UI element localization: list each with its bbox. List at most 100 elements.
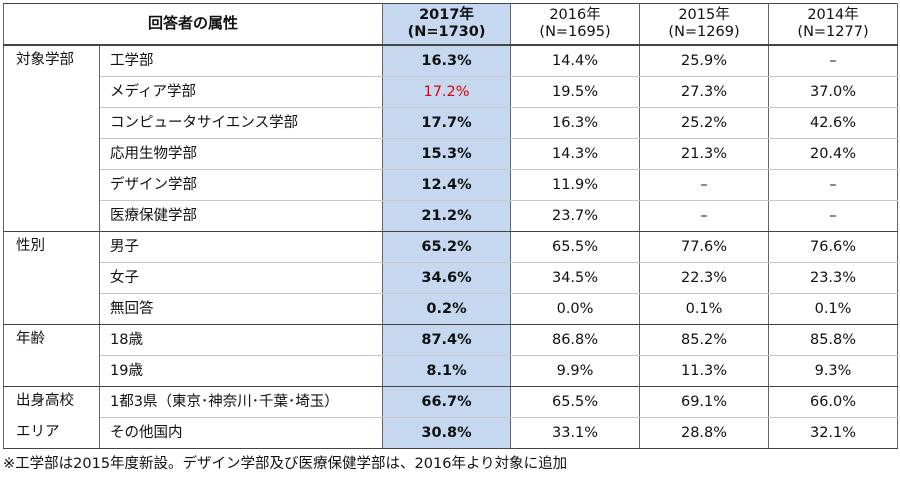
cell-2017: 0.2%	[382, 293, 512, 325]
cell-2017: 21.2%	[382, 200, 512, 232]
group-label-text-line2: エリア	[16, 423, 60, 440]
table-row: 女子 34.6% 34.5% 22.3% 23.3%	[4, 262, 899, 294]
cell-value: 25.9%	[639, 44, 770, 77]
cell-value: –	[768, 200, 899, 232]
row-label: 18歳	[98, 324, 384, 356]
header-year: 2015年	[678, 7, 730, 24]
row-label: コンピュータサイエンス学部	[98, 107, 384, 139]
cell-value: 34.5%	[510, 262, 641, 294]
cell-value: 86.8%	[510, 324, 641, 356]
table-row: デザイン学部 12.4% 11.9% – –	[4, 169, 899, 201]
cell-value: 23.7%	[510, 200, 641, 232]
row-label: 応用生物学部	[98, 138, 384, 170]
cell-value: 19.5%	[510, 76, 641, 108]
row-label: その他国内	[98, 417, 384, 449]
cell-value: 37.0%	[768, 76, 899, 108]
header-n: (N=1269)	[668, 24, 740, 40]
group-label-text: 年齢	[16, 331, 45, 347]
table-row: 19歳 8.1% 9.9% 11.3% 9.3%	[4, 355, 899, 387]
header-2016: 2016年 (N=1695)	[510, 3, 641, 46]
cell-value: 11.9%	[510, 169, 641, 201]
cell-2017: 34.6%	[382, 262, 512, 294]
cell-value: 85.2%	[639, 324, 770, 356]
cell-value: 0.1%	[639, 293, 770, 325]
group-label-text: 出身高校	[16, 393, 74, 409]
row-label: 男子	[98, 231, 384, 263]
cell-value: 14.3%	[510, 138, 641, 170]
cell-value: 11.3%	[639, 355, 770, 387]
table-row: メディア学部 17.2% 19.5% 27.3% 37.0%	[4, 76, 899, 108]
row-label: 工学部	[98, 44, 384, 77]
row-label: メディア学部	[98, 76, 384, 108]
cell-value: 32.1%	[768, 417, 899, 449]
group-label: 年齢	[3, 324, 100, 387]
table-row: 年齢 18歳 87.4% 86.8% 85.2% 85.8%	[3, 324, 899, 387]
cell-value: –	[639, 169, 770, 201]
cell-value: 77.6%	[639, 231, 770, 263]
group-label: 性別	[3, 231, 100, 325]
cell-2017: 12.4%	[382, 169, 512, 201]
cell-value: 0.0%	[510, 293, 641, 325]
cell-2017: 30.8%	[382, 417, 512, 449]
row-label: デザイン学部	[98, 169, 384, 201]
table-row: 性別 男子 65.2% 65.5% 77.6% 76.6%	[3, 231, 899, 325]
cell-value: 65.5%	[510, 386, 641, 418]
header-year: 2014年	[807, 7, 859, 24]
cell-value: 85.8%	[768, 324, 899, 356]
cell-value: 21.3%	[639, 138, 770, 170]
header-n: (N=1277)	[797, 24, 869, 40]
table-body: 対象学部 工学部 16.3% 14.4% 25.9% – メディア学部 17.2% 19.5% 2…	[3, 44, 899, 449]
header-year: 2016年	[549, 7, 601, 24]
cell-value: 69.1%	[639, 386, 770, 418]
row-label: 女子	[98, 262, 384, 294]
header-n: (N=1695)	[539, 24, 611, 40]
cell-value: 65.5%	[510, 231, 641, 263]
cell-value: 33.1%	[510, 417, 641, 449]
cell-2017: 87.4%	[382, 324, 512, 356]
row-label: 1都3県（東京･神奈川･千葉･埼玉）	[98, 386, 384, 418]
cell-2017: 8.1%	[382, 355, 512, 387]
header-2014: 2014年 (N=1277)	[768, 3, 899, 46]
header-n: (N=1730)	[407, 24, 486, 40]
cell-value: 23.3%	[768, 262, 899, 294]
row-label: 無回答	[98, 293, 384, 325]
cell-2017: 66.7%	[382, 386, 512, 418]
cell-value: 14.4%	[510, 44, 641, 77]
table-row: 応用生物学部 15.3% 14.3% 21.3% 20.4%	[4, 138, 899, 170]
cell-value: 27.3%	[639, 76, 770, 108]
header-year: 2017年	[419, 7, 474, 24]
footnote: ※工学部は2015年度新設。デザイン学部及び医療保健学部は、2016年より対象に…	[3, 456, 568, 472]
cell-2017: 16.3%	[382, 44, 512, 77]
group-label: 出身高校 エリア	[3, 386, 100, 449]
cell-value: 66.0%	[768, 386, 899, 418]
cell-value: 25.2%	[639, 107, 770, 139]
row-label: 19歳	[98, 355, 384, 387]
cell-2017: 15.3%	[382, 138, 512, 170]
group-label-text: 対象学部	[16, 52, 74, 68]
cell-value: 9.9%	[510, 355, 641, 387]
table-row: 医療保健学部 21.2% 23.7% – –	[4, 200, 899, 232]
header-attribute: 回答者の属性	[2, 3, 384, 46]
cell-value: –	[639, 200, 770, 232]
table-row: 出身高校 エリア 1都3県（東京･神奈川･千葉･埼玉） 66.7% 65.5% 69.1%…	[3, 386, 899, 449]
cell-value: 0.1%	[768, 293, 899, 325]
cell-2017: 17.2%	[382, 76, 512, 108]
table-row: その他国内 30.8% 33.1% 28.8% 32.1%	[4, 417, 899, 449]
group-label-text: 性別	[16, 238, 45, 254]
cell-value: 9.3%	[768, 355, 899, 387]
cell-value: 42.6%	[768, 107, 899, 139]
group-label: 対象学部	[3, 44, 100, 232]
cell-value: –	[768, 44, 899, 77]
row-label: 医療保健学部	[98, 200, 384, 232]
header-2015: 2015年 (N=1269)	[639, 3, 770, 46]
cell-2017: 17.7%	[382, 107, 512, 139]
survey-attribute-table: 回答者の属性 2017年 (N=1730) 2016年 (N=1695) 2015年…	[2, 3, 899, 449]
header-row: 回答者の属性 2017年 (N=1730) 2016年 (N=1695) 2015年…	[2, 3, 899, 46]
cell-value: 76.6%	[768, 231, 899, 263]
cell-value: 20.4%	[768, 138, 899, 170]
table-row: 無回答 0.2% 0.0% 0.1% 0.1%	[4, 293, 899, 325]
cell-value: –	[768, 169, 899, 201]
cell-value: 16.3%	[510, 107, 641, 139]
cell-value: 28.8%	[639, 417, 770, 449]
